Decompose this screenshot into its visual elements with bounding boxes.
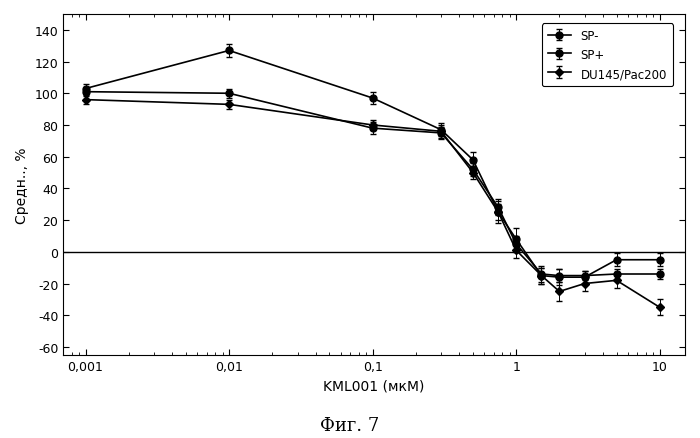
X-axis label: KML001 (мкМ): KML001 (мкМ) [323,378,425,392]
Text: Фиг. 7: Фиг. 7 [321,416,379,434]
Legend: SP-, SP+, DU145/Pac200: SP-, SP+, DU145/Pac200 [542,24,673,87]
Y-axis label: Средн.., %: Средн.., % [15,147,29,223]
